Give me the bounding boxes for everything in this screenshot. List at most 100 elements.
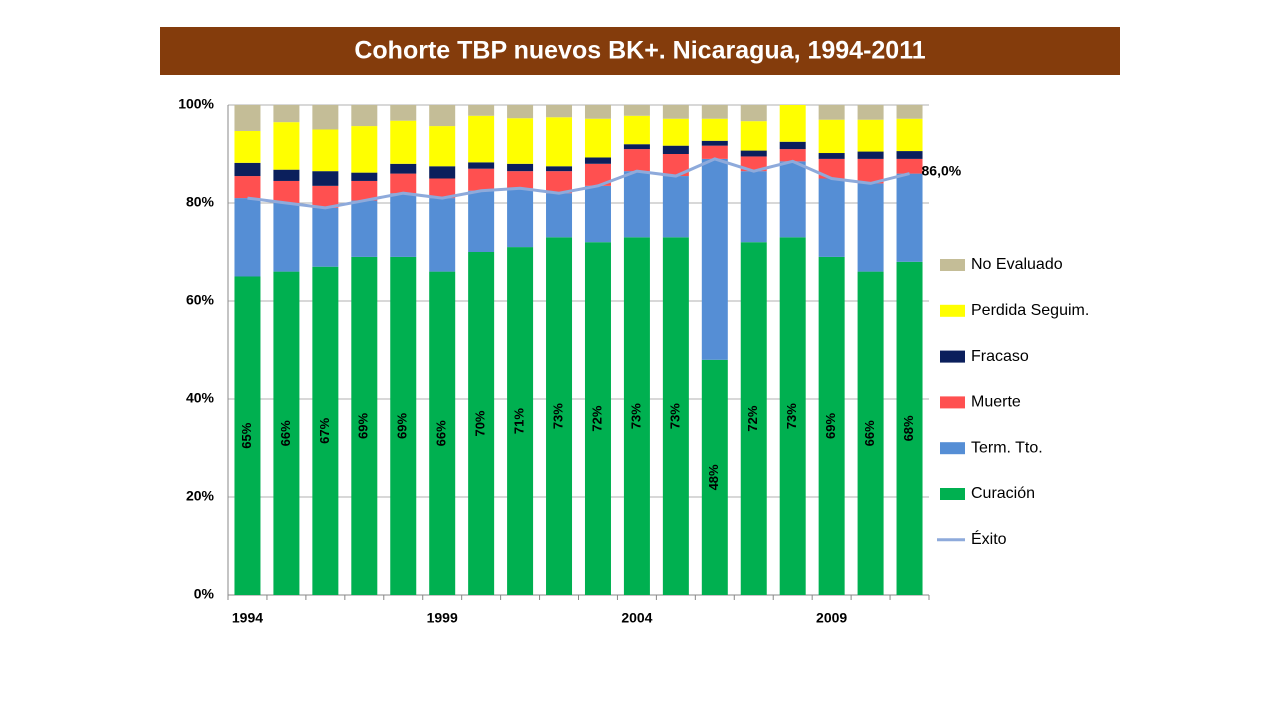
legend-label: Fracaso [971, 348, 1029, 365]
bar-segment [234, 176, 261, 199]
y-tick-label: 80% [186, 194, 215, 210]
y-tick-label: 40% [186, 390, 215, 406]
data-label: 69% [823, 413, 838, 439]
bar-segment [701, 359, 728, 595]
title-bar [160, 27, 1120, 75]
bar-segment [546, 166, 573, 172]
bar-segment [351, 256, 378, 595]
bar-segment [818, 178, 845, 257]
bar-segment [390, 120, 417, 164]
bar-segment [701, 145, 728, 159]
data-label: 73% [628, 403, 643, 429]
bar-segment [390, 193, 417, 257]
bar-segment [234, 105, 261, 131]
bar-segment [779, 237, 806, 596]
data-label: 69% [395, 413, 410, 439]
legend-swatch [940, 488, 965, 500]
bar-segment [468, 252, 495, 595]
line [247, 157, 910, 210]
bar-segment [896, 151, 923, 159]
y-tick-label: 100% [178, 96, 214, 112]
bar-segment [623, 237, 650, 596]
bar-segment [662, 105, 689, 119]
bar-segment [429, 126, 456, 167]
bar-segment [312, 207, 339, 267]
legend-swatch [940, 259, 965, 271]
data-label: 72% [589, 405, 604, 431]
bar-segment [546, 237, 573, 596]
bar-segment [429, 178, 456, 199]
bar-segment [701, 118, 728, 141]
bar-segment [818, 119, 845, 154]
bar-segment [390, 105, 417, 121]
bar-segment [857, 158, 884, 184]
bar-segment [507, 105, 534, 119]
data-label: 70% [473, 410, 488, 436]
bar-segment [312, 105, 339, 130]
bar-segment [351, 180, 378, 201]
data-label: 73% [667, 403, 682, 429]
legend-label: Curación [971, 485, 1035, 502]
bar-segment [351, 126, 378, 173]
bar-segment [740, 150, 767, 157]
bar-segment [740, 121, 767, 151]
bar-segment [234, 130, 261, 163]
bar-segment [584, 105, 611, 119]
x-tick-label: 1994 [232, 610, 263, 626]
legend-label: Éxito [971, 529, 1007, 548]
bar-segment [429, 105, 456, 127]
bar-segment [234, 198, 261, 277]
bar-segment [429, 166, 456, 179]
bar-segment [662, 145, 689, 154]
legend-label: Muerte [971, 394, 1021, 411]
bar-segment [507, 188, 534, 248]
bar-segment [740, 105, 767, 122]
data-label: 65% [239, 422, 254, 448]
bar-segment [584, 185, 611, 243]
x-tick-label: 2009 [816, 610, 847, 626]
bar-segment [857, 183, 884, 272]
legend-label: Perdida Seguim. [971, 302, 1089, 319]
bar-segment [857, 105, 884, 120]
bar-segment [273, 180, 300, 203]
bar-segment [546, 117, 573, 167]
bar-segment [390, 163, 417, 174]
bar-segment [896, 105, 923, 119]
data-label: 48% [706, 464, 721, 490]
bar-segment [507, 247, 534, 595]
bar-segment [662, 176, 689, 238]
bar-segment [779, 149, 806, 162]
bar-segment [623, 105, 650, 116]
bar-segment [351, 200, 378, 257]
bar-segment [623, 144, 650, 150]
bar-segment [623, 149, 650, 172]
bar-segment [312, 185, 339, 208]
bar-segment [273, 122, 300, 170]
bar-segment [429, 271, 456, 595]
bar-segment [701, 105, 728, 119]
legend-label: Term. Tto. [971, 439, 1043, 456]
bar-segment [468, 105, 495, 116]
bar-segment [896, 158, 923, 174]
bar-segment [468, 162, 495, 169]
bar-segment [896, 173, 923, 262]
x-tick-label: 2004 [621, 610, 652, 626]
bar-segment [546, 171, 573, 194]
y-tick-label: 20% [186, 488, 215, 504]
bar-segment [896, 261, 923, 595]
bar-segment [273, 271, 300, 595]
data-label: 66% [278, 420, 293, 446]
bar-segment [623, 171, 650, 238]
data-label: 73% [550, 403, 565, 429]
bar-segment [818, 158, 845, 179]
bar-segment [390, 173, 417, 194]
bar-segment [507, 163, 534, 172]
data-label: 73% [784, 403, 799, 429]
bar-segment [507, 118, 534, 164]
bar-segment [662, 118, 689, 146]
chart-title: Cohorte TBP nuevos BK+. Nicaragua, 1994-… [354, 37, 925, 65]
bar-segment [546, 193, 573, 238]
bar-segment [273, 105, 300, 123]
bar-segment [623, 115, 650, 145]
